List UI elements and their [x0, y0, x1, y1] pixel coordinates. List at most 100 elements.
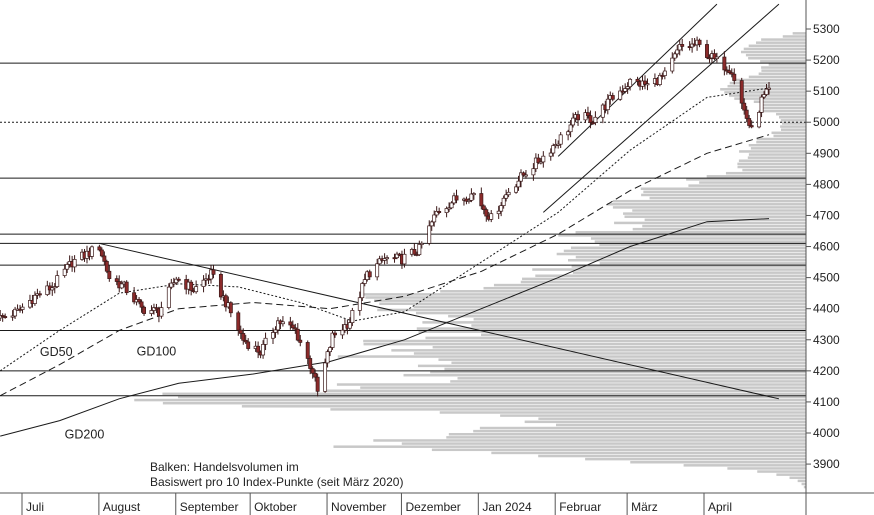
candle-body [310, 368, 315, 374]
volume-bar [789, 476, 806, 480]
candle-body [625, 86, 630, 89]
candle-body [605, 98, 610, 111]
candle-body [747, 118, 752, 126]
y-tick-label: 4800 [813, 177, 840, 191]
volume-bar [417, 364, 806, 368]
x-tick-label: Februar [559, 500, 601, 514]
volume-bar [640, 187, 806, 190]
volume-bar [134, 398, 806, 402]
volume-bar [535, 274, 806, 278]
y-tick-label: 5000 [813, 115, 840, 129]
volume-bar [572, 271, 806, 274]
x-tick-label: April [708, 500, 732, 514]
x-tick-label: Oktober [254, 500, 297, 514]
candle-body [447, 207, 452, 210]
volume-bar [649, 196, 806, 200]
volume-bar [401, 442, 806, 445]
volume-bar [745, 53, 806, 57]
candle-body [171, 282, 176, 285]
volume-bar [538, 417, 806, 420]
volume-bar [431, 448, 806, 452]
candle-body [347, 322, 352, 329]
candle-body [729, 72, 734, 75]
candle-body [104, 261, 109, 272]
candle-body [412, 249, 417, 255]
volume-bar [624, 215, 806, 218]
candle-body [469, 193, 474, 201]
candle-body [764, 88, 769, 95]
candle-body [705, 44, 709, 58]
volume-bar [632, 209, 806, 212]
volume-bar [448, 314, 806, 318]
ma-label-gd100: GD100 [137, 345, 177, 359]
candle-body [154, 307, 159, 310]
volume-bar [425, 336, 806, 340]
candle-body [271, 332, 275, 339]
volume-bar [737, 162, 806, 166]
candle-body [340, 329, 345, 336]
volume-bar [623, 212, 806, 215]
candle-body [174, 278, 179, 284]
candle-body [243, 339, 248, 343]
volume-bar [391, 349, 806, 352]
y-tick-label: 5300 [813, 22, 840, 36]
volume-bar [590, 237, 806, 240]
volume-bar [520, 280, 806, 284]
candle-body [194, 286, 199, 293]
candle-body [395, 253, 399, 259]
volume-bar [373, 439, 806, 442]
volume-bar [607, 203, 806, 206]
candle-body [350, 310, 355, 324]
volume-bar [571, 265, 806, 268]
volume-bar [761, 38, 806, 41]
volume-note-line: Basiswert pro 10 Index-Punkte (seit März… [150, 475, 403, 489]
candle-body [218, 274, 223, 298]
volume-bar [748, 143, 806, 147]
volume-bar [739, 150, 806, 153]
candle-body [586, 112, 590, 116]
volume-bar [748, 44, 806, 48]
candle-body [325, 351, 330, 364]
candle-body [357, 297, 362, 311]
candle-body [137, 299, 142, 303]
candle-body [593, 116, 598, 123]
candle-body [662, 70, 667, 76]
volume-bar [763, 109, 806, 113]
volume-bar [450, 380, 806, 383]
volume-bar [416, 327, 806, 330]
volume-bar [444, 367, 806, 371]
candle-body [714, 56, 719, 59]
candlesticks [0, 36, 771, 397]
volume-bar [415, 311, 806, 315]
volume-bar [780, 119, 806, 122]
volume-bar [162, 392, 806, 396]
candle-body [536, 157, 541, 163]
candle-body [228, 302, 233, 314]
candle-body [293, 327, 298, 330]
x-tick-label: September [180, 500, 239, 514]
y-tick-label: 4400 [813, 302, 840, 316]
y-tick-label: 4200 [813, 364, 840, 378]
volume-bar [761, 66, 806, 69]
volume-bar [761, 69, 806, 72]
volume-bar [522, 277, 806, 281]
candle-body [568, 124, 573, 133]
volume-bar [594, 240, 806, 243]
candle-body [313, 372, 318, 378]
candle-body [434, 211, 439, 216]
volume-bar [758, 72, 806, 76]
candle-body [273, 329, 278, 333]
candle-body [3, 316, 8, 318]
candle-body [308, 358, 313, 369]
volume-bar [706, 175, 806, 178]
volume-bar [491, 451, 806, 455]
ma-label-gd200: GD200 [65, 427, 105, 441]
candle-body [504, 194, 509, 199]
candle-body [556, 143, 561, 146]
volume-bar [483, 286, 806, 290]
volume-bar [568, 258, 806, 262]
y-tick-label: 4700 [813, 208, 840, 222]
candle-body [99, 249, 104, 257]
x-tick-label: Juli [26, 500, 44, 514]
